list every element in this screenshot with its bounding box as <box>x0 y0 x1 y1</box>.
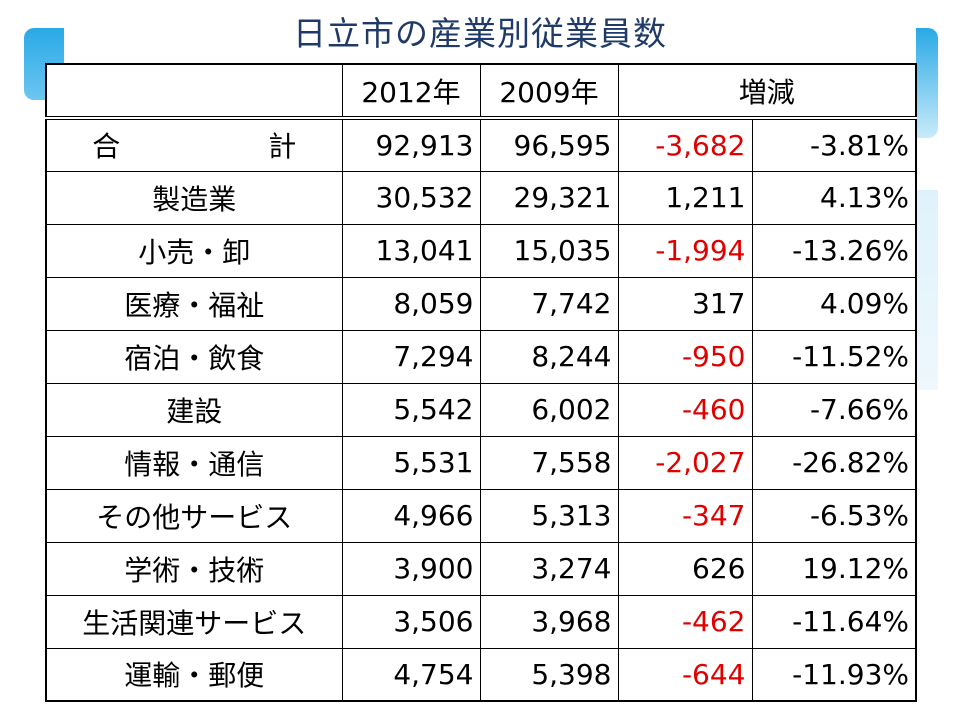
value-2012-cell: 5,531 <box>341 435 481 490</box>
table-row: 学術・技術 3,900 3,274 626 19.12% <box>45 541 917 596</box>
header-category <box>45 63 343 120</box>
table-body: 合 計 92,913 96,595 -3,682 -3.81% 製造業 30,532 29,3… <box>45 117 917 702</box>
table-row: 情報・通信 5,531 7,558 -2,027 -26.82% <box>45 435 917 490</box>
decorative-tab-right-top <box>916 28 938 138</box>
value-2012-cell: 5,542 <box>341 382 481 437</box>
value-2009-cell: 7,742 <box>479 276 619 331</box>
value-2009-cell: 3,274 <box>479 541 619 596</box>
category-cell: 医療・福祉 <box>45 276 343 331</box>
value-2012-cell: 30,532 <box>341 170 481 225</box>
table-row: 宿泊・飲食 7,294 8,244 -950 -11.52% <box>45 329 917 384</box>
category-cell: 製造業 <box>45 170 343 225</box>
table-row: 医療・福祉 8,059 7,742 317 4.09% <box>45 276 917 331</box>
value-2009-cell: 7,558 <box>479 435 619 490</box>
employees-table: 2012年 2009年 増減 合 計 92,913 96,595 -3,682 -3.8… <box>45 63 917 702</box>
change-amount-cell: -460 <box>617 382 753 437</box>
value-2012-cell: 4,966 <box>341 488 481 543</box>
table-row: 合 計 92,913 96,595 -3,682 -3.81% <box>45 117 917 172</box>
table-row: 運輸・郵便 4,754 5,398 -644 -11.93% <box>45 647 917 702</box>
category-cell: 生活関連サービス <box>45 594 343 649</box>
change-amount-cell: -2,027 <box>617 435 753 490</box>
change-percent-cell: -13.26% <box>751 223 917 278</box>
table-row: 生活関連サービス 3,506 3,968 -462 -11.64% <box>45 594 917 649</box>
change-percent-cell: -11.52% <box>751 329 917 384</box>
category-cell: 建設 <box>45 382 343 437</box>
value-2012-cell: 7,294 <box>341 329 481 384</box>
decorative-panel-right <box>916 190 938 390</box>
change-amount-cell: 1,211 <box>617 170 753 225</box>
value-2009-cell: 6,002 <box>479 382 619 437</box>
value-2009-cell: 5,313 <box>479 488 619 543</box>
value-2012-cell: 92,913 <box>341 117 481 172</box>
change-amount-cell: -3,682 <box>617 117 753 172</box>
value-2009-cell: 29,321 <box>479 170 619 225</box>
change-amount-cell: 626 <box>617 541 753 596</box>
change-amount-cell: -950 <box>617 329 753 384</box>
value-2012-cell: 8,059 <box>341 276 481 331</box>
category-cell: 合 計 <box>45 117 343 172</box>
value-2009-cell: 8,244 <box>479 329 619 384</box>
header-change: 増減 <box>617 63 917 120</box>
category-cell: 学術・技術 <box>45 541 343 596</box>
change-amount-cell: -644 <box>617 647 753 702</box>
category-cell: 情報・通信 <box>45 435 343 490</box>
change-amount-cell: -462 <box>617 594 753 649</box>
header-2009: 2009年 <box>479 63 619 120</box>
change-percent-cell: -26.82% <box>751 435 917 490</box>
change-percent-cell: -11.93% <box>751 647 917 702</box>
header-2012: 2012年 <box>341 63 481 120</box>
table-row: 建設 5,542 6,002 -460 -7.66% <box>45 382 917 437</box>
change-percent-cell: 4.09% <box>751 276 917 331</box>
change-amount-cell: 317 <box>617 276 753 331</box>
value-2009-cell: 5,398 <box>479 647 619 702</box>
change-percent-cell: -6.53% <box>751 488 917 543</box>
category-cell: 運輸・郵便 <box>45 647 343 702</box>
table-row: 小売・卸 13,041 15,035 -1,994 -13.26% <box>45 223 917 278</box>
change-percent-cell: 4.13% <box>751 170 917 225</box>
change-percent-cell: -3.81% <box>751 117 917 172</box>
value-2012-cell: 4,754 <box>341 647 481 702</box>
total-label: 合 計 <box>92 130 342 164</box>
table-row: その他サービス 4,966 5,313 -347 -6.53% <box>45 488 917 543</box>
value-2009-cell: 3,968 <box>479 594 619 649</box>
change-amount-cell: -1,994 <box>617 223 753 278</box>
value-2012-cell: 3,506 <box>341 594 481 649</box>
change-percent-cell: 19.12% <box>751 541 917 596</box>
category-cell: 宿泊・飲食 <box>45 329 343 384</box>
value-2009-cell: 96,595 <box>479 117 619 172</box>
change-percent-cell: -7.66% <box>751 382 917 437</box>
category-cell: 小売・卸 <box>45 223 343 278</box>
table-header-row: 2012年 2009年 増減 <box>45 63 917 120</box>
page-title: 日立市の産業別従業員数 <box>293 14 667 53</box>
value-2012-cell: 13,041 <box>341 223 481 278</box>
table-row: 製造業 30,532 29,321 1,211 4.13% <box>45 170 917 225</box>
change-percent-cell: -11.64% <box>751 594 917 649</box>
value-2012-cell: 3,900 <box>341 541 481 596</box>
change-amount-cell: -347 <box>617 488 753 543</box>
value-2009-cell: 15,035 <box>479 223 619 278</box>
category-cell: その他サービス <box>45 488 343 543</box>
